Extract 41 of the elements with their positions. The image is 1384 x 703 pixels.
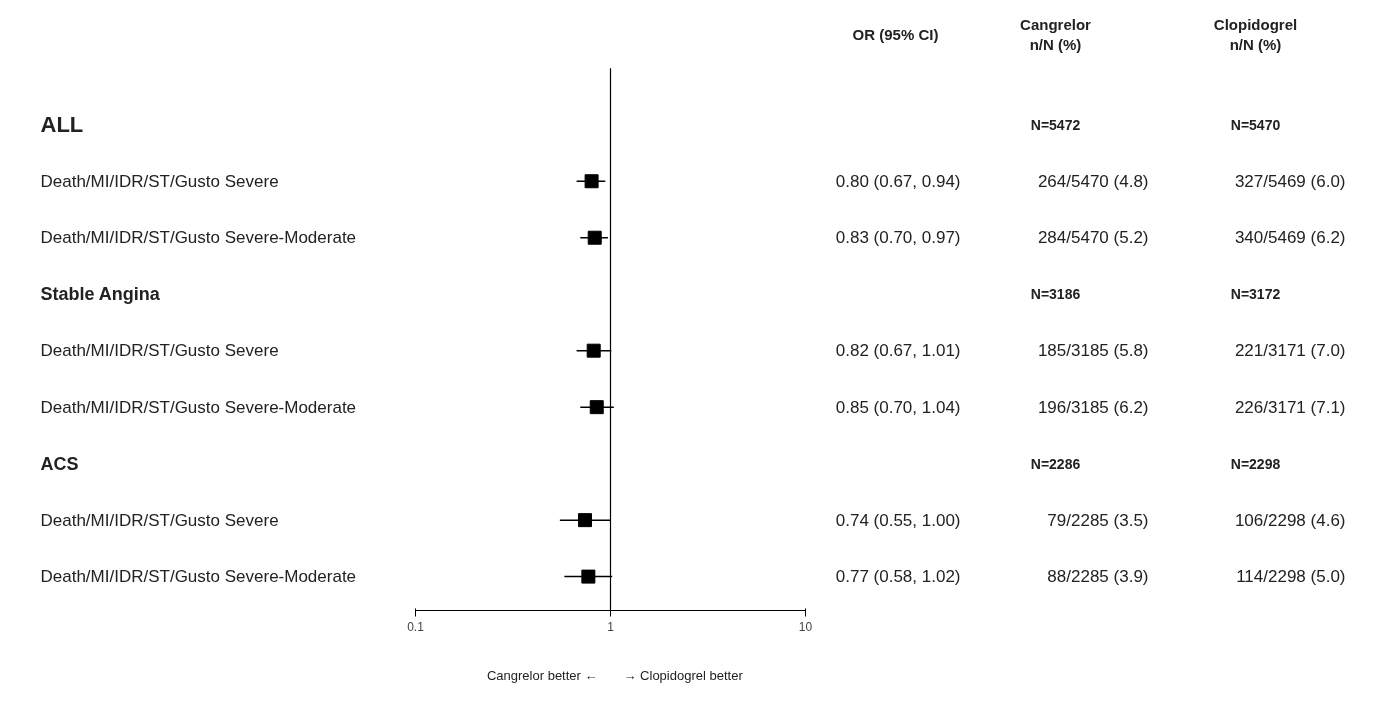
data-label: 0.74 (0.55, 1.00) <box>835 510 961 530</box>
y-tick-label: Death/MI/IDR/ST/Gusto Severe <box>40 341 279 361</box>
text: N=5472 <box>1030 116 1081 133</box>
text: Cangrelor better ← <box>486 668 598 683</box>
y-tick-label: Death/MI/IDR/ST/Gusto Severe-Moderate <box>40 397 357 417</box>
text: 106/2298 (4.6) <box>1234 510 1346 530</box>
data-label: 0.82 (0.67, 1.01) <box>835 341 961 361</box>
text: 284/5470 (5.2) <box>1037 228 1149 248</box>
text: 185/3185 (5.8) <box>1037 341 1149 361</box>
y-tick-label: ALL <box>40 112 84 138</box>
text: OR (95% CI) <box>852 25 939 43</box>
x-tick-label: 0.1 <box>407 619 425 634</box>
text: 79/2285 (3.5) <box>1047 510 1149 530</box>
y-tick-label: Death/MI/IDR/ST/Gusto Severe <box>40 510 279 530</box>
y-tick-label: Death/MI/IDR/ST/Gusto Severe-Moderate <box>40 567 357 587</box>
text: 221/3171 (7.0) <box>1234 341 1346 361</box>
x-tick-label: 10 <box>798 619 813 634</box>
data-label: 0.85 (0.70, 1.04) <box>835 397 961 417</box>
y-tick-label: Death/MI/IDR/ST/Gusto Severe <box>40 171 279 191</box>
y-tick-label: ACS <box>40 453 79 474</box>
text: N=3186 <box>1030 286 1081 303</box>
text: 88/2285 (3.9) <box>1047 567 1149 587</box>
text: 196/3185 (6.2) <box>1037 397 1149 417</box>
text: N=2298 <box>1230 455 1281 472</box>
y-tick-label: Death/MI/IDR/ST/Gusto Severe-Moderate <box>40 228 357 248</box>
text: N=3172 <box>1230 286 1281 303</box>
data-label: 0.77 (0.58, 1.02) <box>835 567 961 587</box>
text: 264/5470 (4.8) <box>1037 171 1149 191</box>
data-label: 0.80 (0.67, 0.94) <box>835 171 961 191</box>
x-tick-label: 1 <box>607 619 615 634</box>
text: N=2286 <box>1030 455 1081 472</box>
text: 114/2298 (5.0) <box>1236 567 1346 587</box>
data-label: 0.83 (0.70, 0.97) <box>835 228 961 248</box>
text: Cangrelor n/N (%) <box>1020 15 1092 54</box>
text: → Clopidogrel better <box>623 668 744 683</box>
text: 327/5469 (6.0) <box>1234 171 1346 191</box>
y-tick-label: Stable Angina <box>40 284 161 305</box>
text: 226/3171 (7.1) <box>1234 397 1346 417</box>
text: N=5470 <box>1230 116 1281 133</box>
text: Clopidogrel n/N (%) <box>1213 15 1298 54</box>
text: 340/5469 (6.2) <box>1234 228 1346 248</box>
